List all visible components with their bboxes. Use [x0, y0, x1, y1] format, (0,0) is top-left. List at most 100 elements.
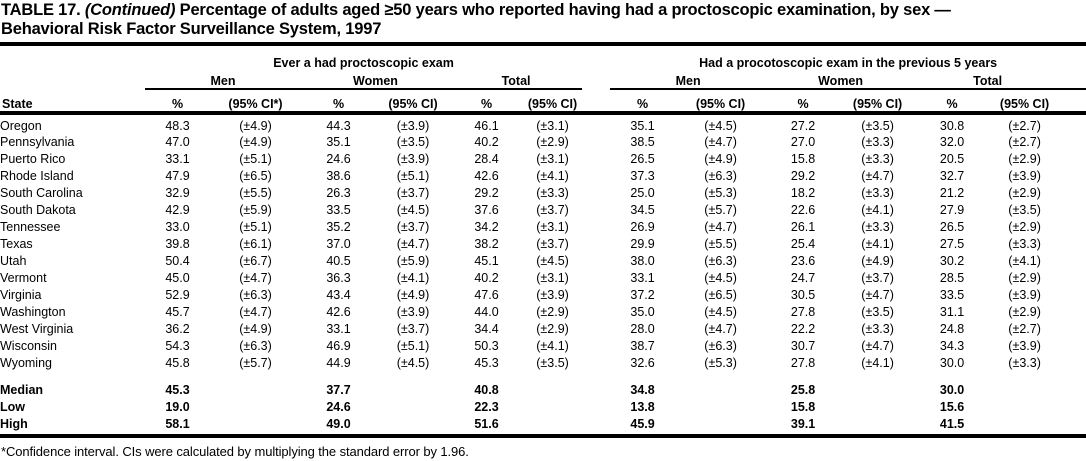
value-cell: 38.0: [630, 253, 655, 268]
empty-ci-cell: [376, 381, 450, 398]
value-cell: 32.6: [630, 355, 655, 370]
column-group-row: Ever a had proctoscopic exam Had a proco…: [0, 46, 1086, 70]
value-cell: (±4.7): [861, 287, 894, 302]
gap-cell: [582, 286, 610, 303]
value-cell: (±6.3): [239, 287, 272, 302]
header-spacer: [0, 70, 145, 89]
header-spacer: [0, 46, 145, 70]
empty-ci-cell: [210, 398, 301, 415]
summary-row: High 58.1 49.0 51.6 45.9 39.1 41.5: [0, 415, 1086, 432]
summary-value-cell: 13.8: [630, 399, 655, 414]
value-cell: 27.0: [790, 134, 816, 149]
empty-ci-cell: [840, 415, 915, 432]
value-cell: (±2.9): [1008, 304, 1041, 319]
value-cell: (±3.1): [536, 270, 569, 285]
value-cell: (±4.7): [861, 338, 894, 353]
empty-ci-cell: [840, 398, 915, 415]
value-cell: 33.0: [165, 219, 190, 234]
state-cell: South Carolina: [0, 185, 83, 200]
state-cell: Tennessee: [0, 219, 61, 234]
table-row: Oregon 48.3 (±4.9) 44.3 (±3.9) 46.1 (±3.1) 35.1…: [0, 113, 1086, 133]
gap-cell: [582, 133, 610, 150]
value-cell: 30.7: [790, 338, 816, 353]
summary-row: Median 45.3 37.7 40.8 34.8 25.8 30.0: [0, 381, 1086, 398]
value-cell: 35.1: [630, 119, 655, 133]
value-cell: (±4.1): [396, 270, 430, 285]
summary-value-cell: 19.0: [165, 399, 190, 414]
value-cell: (±3.3): [536, 185, 569, 200]
value-cell: (±3.1): [536, 151, 569, 166]
value-cell: 32.7: [939, 168, 965, 183]
table-row: Wisconsin 54.3 (±6.3) 46.9 (±5.1) 50.3 (±4.1) 3…: [0, 337, 1086, 354]
table-row: South Dakota 42.9 (±5.9) 33.5 (±4.5) 37.6 (±3.…: [0, 201, 1086, 218]
title-line2: Behavioral Risk Factor Surveillance Syst…: [1, 20, 382, 38]
value-cell: (±5.3): [704, 185, 737, 200]
value-cell: 24.8: [939, 321, 965, 336]
value-cell: (±4.1): [536, 338, 569, 353]
summary-value-cell: 49.0: [326, 416, 351, 431]
value-cell: (±4.5): [536, 253, 569, 268]
summary-label-cell: Low: [0, 399, 25, 414]
value-cell: (±4.1): [861, 355, 894, 370]
value-cell: 18.2: [790, 185, 816, 200]
value-cell: 38.6: [326, 168, 351, 183]
empty-ci-cell: [210, 415, 301, 432]
header-gap: [582, 46, 610, 70]
gap-cell: [582, 235, 610, 252]
value-cell: (±3.3): [1008, 236, 1041, 251]
empty-ci-cell: [523, 381, 582, 398]
value-cell: 45.1: [474, 253, 499, 268]
spacer-cell: [1060, 201, 1086, 218]
subheader-prev-women: Women: [766, 70, 916, 90]
value-cell: (±5.1): [239, 219, 272, 234]
value-cell: (±4.1): [861, 236, 894, 251]
value-cell: (±3.9): [396, 304, 430, 319]
value-cell: 24.6: [326, 151, 351, 166]
value-cell: 35.2: [326, 219, 351, 234]
value-cell: 42.6: [326, 304, 351, 319]
empty-ci-cell: [989, 415, 1060, 432]
value-cell: 37.0: [326, 236, 351, 251]
value-cell: 31.1: [939, 304, 965, 319]
value-cell: 30.2: [939, 253, 965, 268]
col-header-pct: %: [610, 89, 676, 115]
value-cell: 37.6: [474, 202, 499, 217]
empty-ci-cell: [675, 415, 766, 432]
value-cell: 33.1: [630, 270, 655, 285]
value-cell: 34.2: [474, 219, 499, 234]
value-cell: (±5.1): [396, 338, 430, 353]
table-row: Pennsylvania 47.0 (±4.9) 35.1 (±3.5) 40.2 (±2.…: [0, 133, 1086, 150]
value-cell: (±5.5): [239, 185, 272, 200]
value-cell: (±4.7): [239, 304, 272, 319]
value-cell: (±5.1): [239, 151, 272, 166]
value-cell: (±2.9): [536, 304, 569, 319]
value-cell: (±4.9): [239, 134, 272, 149]
summary-value-cell: 15.6: [939, 399, 965, 414]
state-cell: Oregon: [0, 119, 42, 133]
subgroup-header-row: Men Women Total Men Women Total: [0, 70, 1086, 90]
value-cell: (±3.9): [536, 287, 569, 302]
table-row: Texas 39.8 (±6.1) 37.0 (±4.7) 38.2 (±3.7) 29.9 (…: [0, 235, 1086, 252]
value-cell: (±4.1): [861, 202, 894, 217]
header-gap: [582, 89, 611, 115]
value-cell: (±2.9): [1008, 270, 1041, 285]
value-cell: (±3.7): [396, 321, 430, 336]
col-header-ci: (95% CI): [523, 89, 583, 115]
value-cell: 33.1: [165, 151, 190, 166]
state-cell: Utah: [0, 253, 27, 268]
gap-cell: [0, 371, 1086, 381]
header-gap: [582, 70, 610, 89]
value-cell: (±3.7): [396, 219, 430, 234]
gap-cell: [582, 167, 610, 184]
value-cell: 38.2: [474, 236, 499, 251]
value-cell: (±3.7): [396, 185, 430, 200]
value-cell: (±3.3): [861, 151, 894, 166]
value-cell: (±4.7): [704, 219, 737, 234]
value-cell: 27.9: [939, 202, 965, 217]
value-cell: 50.4: [165, 253, 190, 268]
value-cell: 22.2: [790, 321, 816, 336]
value-cell: 42.6: [474, 168, 499, 183]
value-cell: (±2.9): [1008, 185, 1041, 200]
spacer-cell: [1060, 184, 1086, 201]
empty-ci-cell: [840, 381, 915, 398]
